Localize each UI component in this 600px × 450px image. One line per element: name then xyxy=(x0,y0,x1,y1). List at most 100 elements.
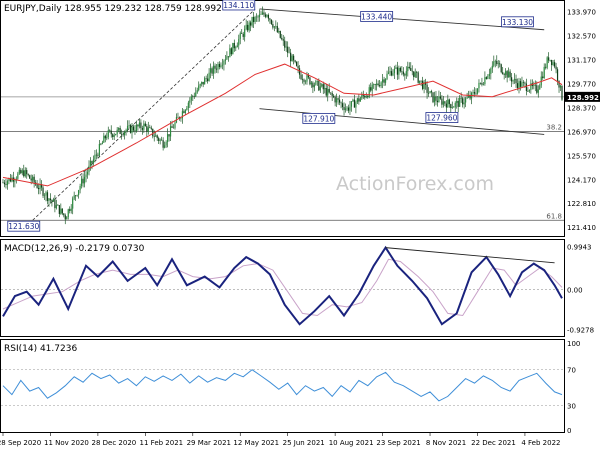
candle-body xyxy=(48,198,50,201)
candle-body xyxy=(445,103,447,108)
candle-body xyxy=(417,72,419,83)
candle-body xyxy=(218,63,221,68)
macd-y-tick: 0.9943 xyxy=(567,244,592,252)
candle-body xyxy=(454,102,456,108)
candle-body xyxy=(432,92,434,103)
candle-body xyxy=(26,170,28,175)
price-y-tick: 133.970 xyxy=(567,8,596,16)
candle-body xyxy=(149,127,151,129)
candle-body xyxy=(211,68,213,74)
candle-body xyxy=(460,97,462,99)
price-label: 127.910 xyxy=(303,114,334,123)
candle-body xyxy=(266,15,268,17)
candle-body xyxy=(166,134,169,143)
candle-body xyxy=(278,31,280,33)
candle-body xyxy=(347,107,350,111)
candle-body xyxy=(23,170,25,177)
candle-body xyxy=(20,169,22,174)
candle-body xyxy=(374,84,376,86)
candle-body xyxy=(384,79,387,83)
candle-body xyxy=(60,208,62,214)
candle-body xyxy=(43,195,46,197)
candle-body xyxy=(119,127,121,134)
candle-body xyxy=(159,139,161,141)
price-label-box xyxy=(222,0,256,11)
candle-body xyxy=(285,46,287,48)
candle-body xyxy=(505,71,507,75)
candle-body xyxy=(527,90,529,92)
channel-lower-line xyxy=(259,108,545,135)
rsi-header: RSI(14) 41.7236 xyxy=(4,344,77,354)
price-label-box xyxy=(501,16,534,28)
x-tick-label: 8 Nov 2021 xyxy=(426,439,466,447)
candle-body xyxy=(476,88,479,94)
candle-body xyxy=(98,143,100,156)
candle-body xyxy=(61,208,63,214)
candle-body xyxy=(340,102,342,104)
candle-body xyxy=(195,92,197,97)
candle-body xyxy=(155,135,157,137)
fib-level-label: 61.8 xyxy=(546,212,562,220)
candle-body xyxy=(416,72,418,73)
candle-body xyxy=(430,91,433,93)
candle-body xyxy=(533,84,535,87)
candle-body xyxy=(392,73,394,76)
candle-body xyxy=(273,26,275,28)
candle-body xyxy=(438,96,440,103)
candle-body xyxy=(377,83,379,86)
candle-body xyxy=(448,99,450,105)
candle-body xyxy=(316,80,318,82)
candle-body xyxy=(5,184,7,186)
candle-body xyxy=(548,57,550,61)
candle-body xyxy=(410,68,412,71)
x-tick-label: 11 Feb 2021 xyxy=(140,439,184,447)
candle-body xyxy=(478,82,480,89)
candle-body xyxy=(294,60,296,62)
candle-body xyxy=(494,60,496,62)
candle-body xyxy=(287,46,289,53)
macd-y-tick: -0.9278 xyxy=(567,327,594,335)
candle-body xyxy=(45,192,47,196)
candle-body xyxy=(36,184,38,188)
candle-body xyxy=(518,81,520,89)
candle-body xyxy=(426,84,428,93)
candle-body xyxy=(559,85,562,88)
candle-body xyxy=(118,127,120,130)
candle-body xyxy=(358,98,360,102)
rsi-panel xyxy=(0,339,565,433)
candle-body xyxy=(436,100,439,103)
candle-body xyxy=(205,78,207,79)
candle-body xyxy=(422,80,424,89)
candle-body xyxy=(429,91,431,94)
candle-body xyxy=(143,123,145,130)
candle-body xyxy=(319,86,321,91)
price-label-box xyxy=(425,112,459,123)
candle-body xyxy=(328,88,330,93)
candle-body xyxy=(55,205,57,209)
candle-body xyxy=(72,198,74,209)
candle-body xyxy=(164,145,166,148)
candle-body xyxy=(199,84,201,86)
candle-body xyxy=(337,98,339,100)
candle-body xyxy=(241,33,243,34)
candle-body xyxy=(207,78,209,82)
candle-body xyxy=(131,126,133,133)
candle-body xyxy=(450,104,452,109)
candle-body xyxy=(502,72,504,74)
candle-body xyxy=(64,215,66,220)
macd-header: MACD(12,26,9) -0.2179 0.0730 xyxy=(4,244,145,254)
candle-body xyxy=(137,124,139,127)
candle-body xyxy=(89,160,92,166)
candle-body xyxy=(192,96,194,97)
rsi-line xyxy=(2,369,563,402)
candle-body xyxy=(338,99,341,103)
candle-body xyxy=(113,135,115,137)
candle-body xyxy=(58,205,60,214)
candle-body xyxy=(171,126,173,128)
candle-body xyxy=(414,72,416,77)
candle-body xyxy=(9,178,12,182)
candle-body xyxy=(33,176,35,183)
candle-body xyxy=(2,182,4,184)
candle-body xyxy=(37,187,40,190)
candle-body xyxy=(333,95,335,98)
